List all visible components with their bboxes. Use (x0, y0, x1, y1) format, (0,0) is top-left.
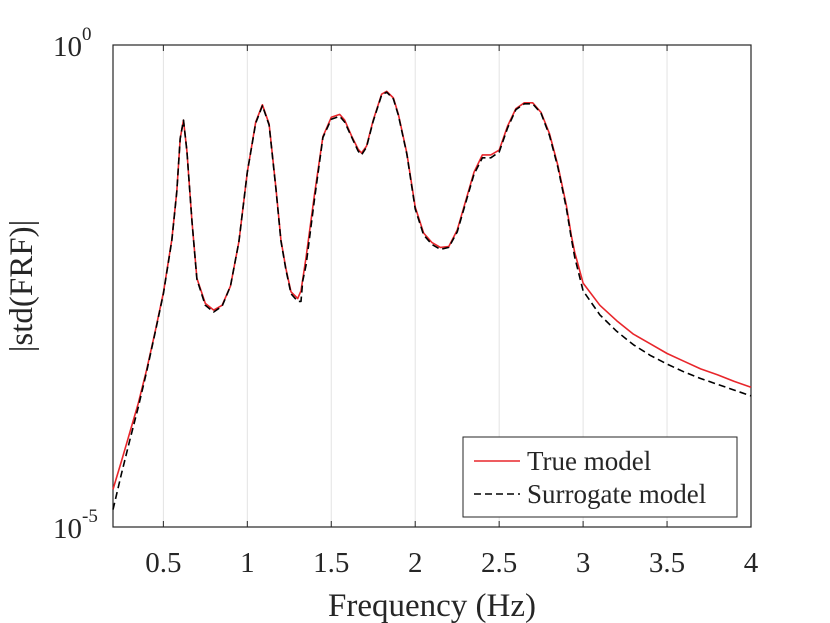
y-axis-label: |std(FRF)| (4, 220, 40, 352)
y-tick-label: 10 (53, 513, 82, 545)
series-line-true-model (112, 90, 752, 490)
x-tick-label: 2.5 (481, 547, 517, 579)
x-tick-label: 2 (408, 547, 423, 579)
y-axis-ticks: 10 -510 0 (53, 24, 751, 545)
x-tick-label: 0.5 (145, 547, 181, 579)
x-tick-label: 4 (744, 547, 759, 579)
y-tick-label: 10 (53, 31, 82, 63)
x-tick-label: 3.5 (649, 547, 685, 579)
plot-area-frame (112, 44, 752, 528)
legend-label-true-model: True model (527, 446, 651, 476)
legend-box (462, 436, 738, 518)
legend: True model Surrogate model (462, 436, 738, 518)
x-axis-label: Frequency (Hz) (328, 588, 536, 623)
x-tick-label: 1.5 (313, 547, 349, 579)
x-axis-ticks: 0.5 1 1.5 2 2.5 3 3.5 4 (145, 45, 759, 579)
series-line-surrogate-model (112, 91, 752, 510)
series-lines (112, 90, 752, 510)
x-tick-label: 3 (576, 547, 591, 579)
y-tick-exponent: -5 (82, 506, 98, 527)
x-tick-label: 1 (240, 547, 255, 579)
y-tick-exponent: 0 (82, 24, 92, 45)
legend-label-surrogate-model: Surrogate model (527, 479, 706, 509)
